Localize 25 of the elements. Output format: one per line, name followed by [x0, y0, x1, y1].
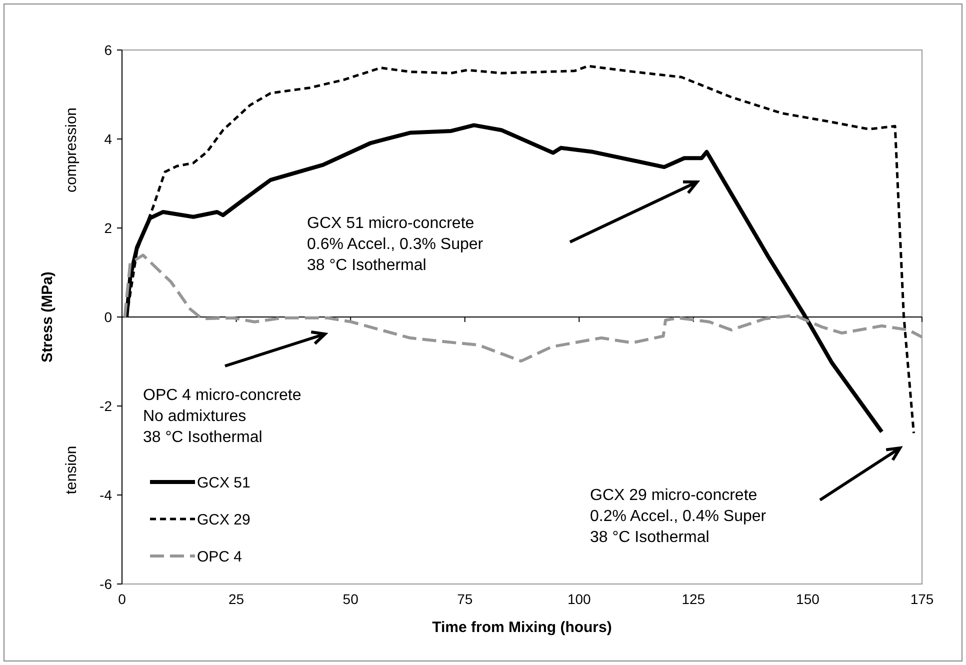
y-tick-label: -4	[100, 486, 112, 503]
y-tick-label: -6	[100, 576, 112, 592]
y-tick-label: -2	[100, 398, 112, 414]
annotation: GCX 29 micro-concrete 0.2% Accel., 0.4% Super 38 °C Isothermal	[590, 487, 767, 546]
x-tick-label: 175	[910, 591, 934, 607]
x-tick-label: 100	[567, 591, 592, 607]
text: compression	[63, 107, 80, 193]
x-tick-label: 125	[682, 591, 706, 607]
x-tick-label: 75	[457, 591, 473, 607]
x-tick-label: 150	[796, 591, 820, 607]
legend-label: GCX 29	[197, 511, 250, 528]
x-tick-label: 25	[228, 591, 244, 607]
x-axis-title: Time from Mixing (hours)	[432, 619, 612, 636]
y-tick-label: 2	[104, 220, 112, 236]
y-tick-label: 6	[104, 42, 112, 58]
y-axis-title: Stress (MPa)	[39, 272, 56, 362]
legend-label: GCX 51	[197, 474, 250, 492]
y-tick-label: 4	[104, 130, 112, 147]
annotation: OPC 4 micro-concrete No admixtures 38 °C Isothermal	[143, 387, 302, 446]
legend-label: OPC 4	[197, 548, 242, 566]
x-tick-label: 50	[342, 591, 359, 607]
text: tension	[63, 446, 80, 494]
x-tick-label: 0	[118, 591, 126, 607]
annotation: GCX 51 micro-concrete 0.6% Accel., 0.3% Super 38 °C Isothermal	[307, 215, 484, 274]
y-tick-label: 0	[104, 308, 112, 325]
